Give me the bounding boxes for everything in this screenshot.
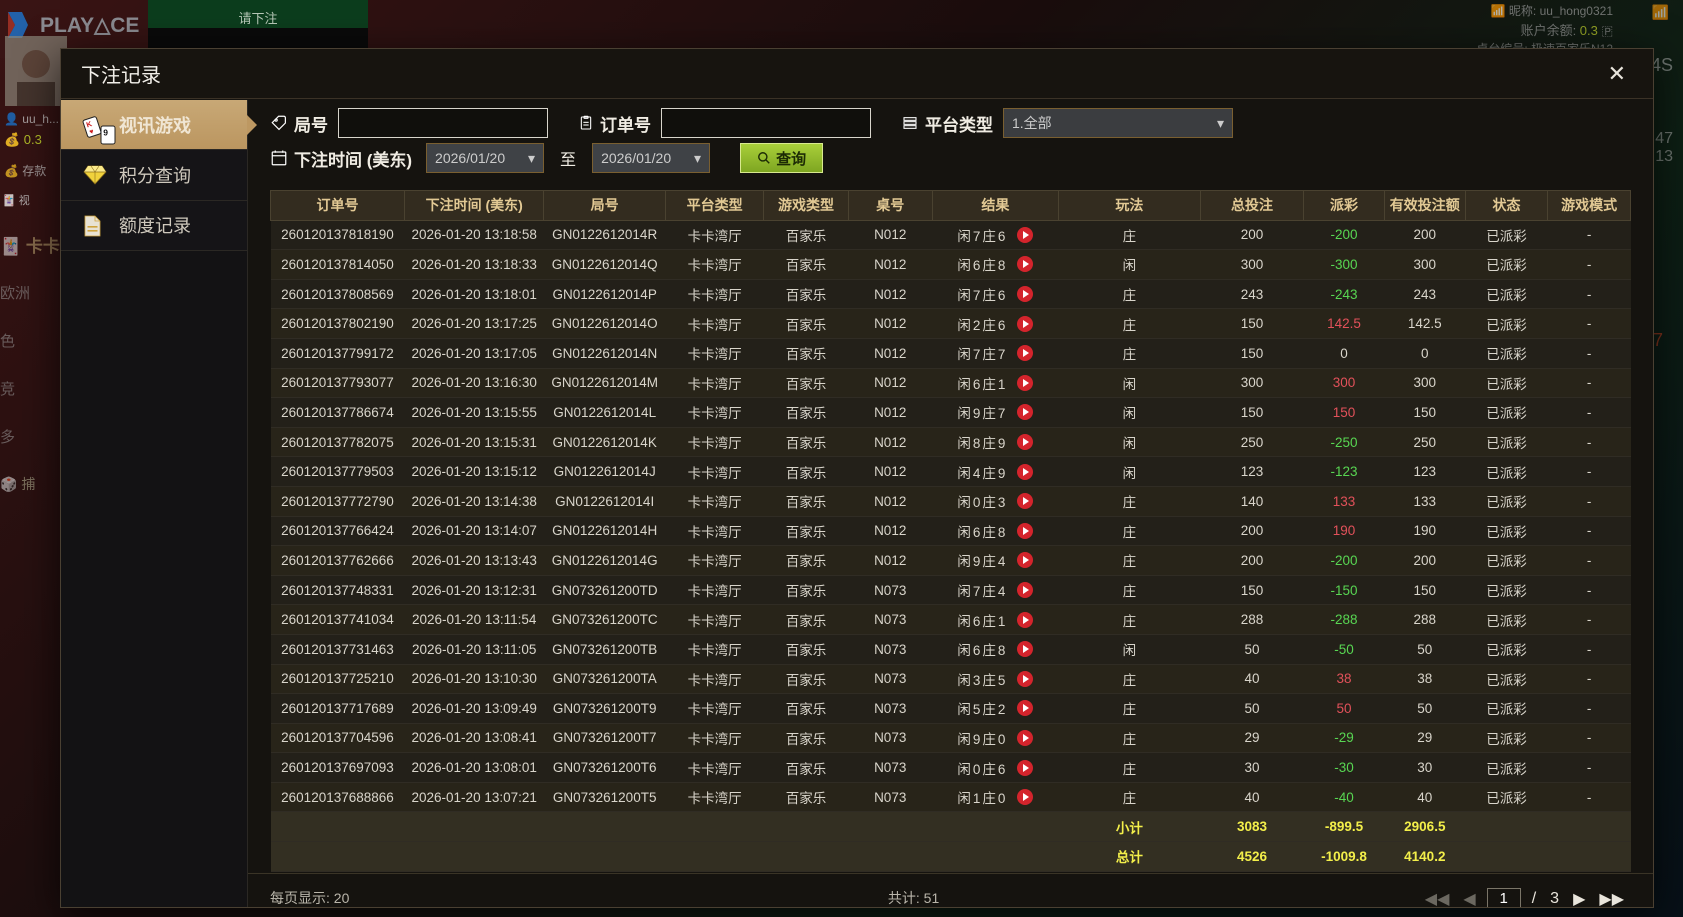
svg-text:9: 9 bbox=[103, 127, 108, 137]
